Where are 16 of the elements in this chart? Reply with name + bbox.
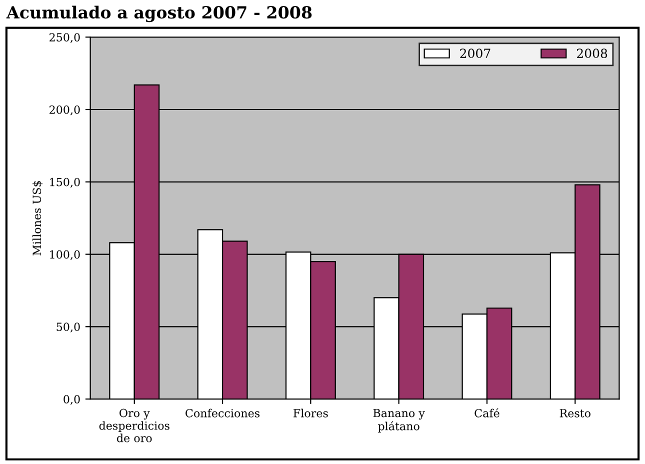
x-tick-label: Confecciones bbox=[186, 408, 260, 418]
x-tick-label: Oro y desperdicios de oro bbox=[99, 408, 170, 442]
x-tick-label: Resto bbox=[560, 409, 590, 418]
chart-title: Acumulado a agosto 2007 - 2008 bbox=[6, 6, 312, 22]
y-tick-label: 250,0 bbox=[50, 33, 80, 43]
x-tick-label: Café bbox=[474, 408, 500, 418]
y-tick-label: 50,0 bbox=[56, 322, 80, 332]
y-tick-label: 100,0 bbox=[50, 250, 80, 260]
x-tick-label: Flores bbox=[294, 408, 328, 418]
legend-label: 2008 bbox=[576, 48, 608, 58]
y-axis-title: Millones US$ bbox=[32, 181, 43, 256]
y-tick-label: 200,0 bbox=[50, 105, 80, 116]
x-tick-label: Banano y plátano bbox=[373, 408, 425, 432]
y-tick-label: 150,0 bbox=[50, 178, 80, 188]
y-tick-label: 0,0 bbox=[64, 395, 80, 405]
legend-label: 2007 bbox=[460, 48, 490, 58]
